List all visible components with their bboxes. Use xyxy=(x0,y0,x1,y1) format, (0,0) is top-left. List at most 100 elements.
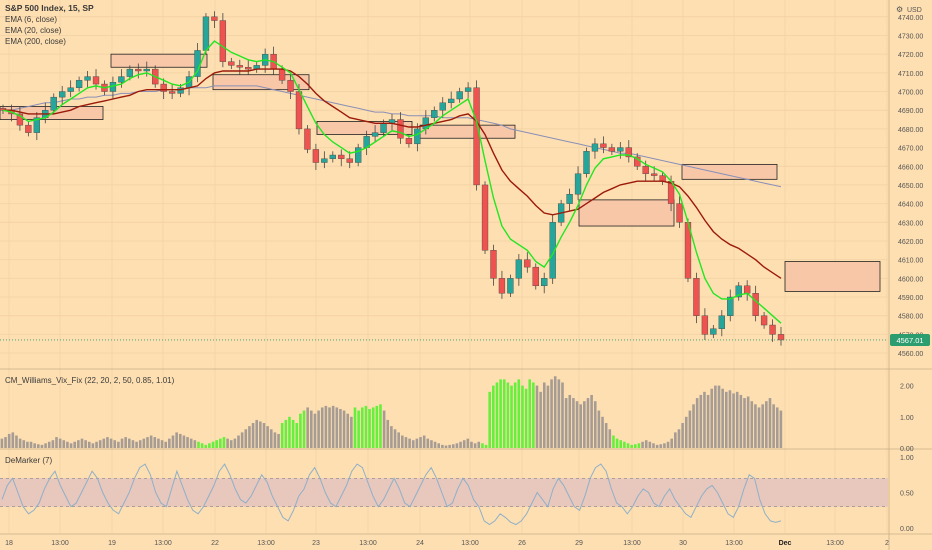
vix-bar xyxy=(550,379,553,448)
vix-bar xyxy=(22,440,26,448)
vix-bar xyxy=(350,416,353,448)
vix-bar xyxy=(706,394,710,448)
time-tick-label: 13:00 xyxy=(826,540,844,547)
demarker-axis[interactable]: 0.00 0.50 1.00 xyxy=(900,455,914,533)
vix-bar-alert xyxy=(284,419,288,448)
vix-bar xyxy=(564,398,568,448)
vix-bar xyxy=(608,429,612,448)
vix-bar-alert xyxy=(299,413,302,448)
candle-up xyxy=(456,91,463,100)
candle-up xyxy=(574,173,582,195)
vix-bar xyxy=(58,438,62,448)
vix-bar-alert xyxy=(211,441,215,448)
zone-box xyxy=(681,163,778,180)
vix-legend[interactable]: CM_Williams_Vix_Fix (22, 20, 2, 50, 0.85… xyxy=(5,376,175,385)
vix-bar xyxy=(444,445,448,448)
legend-ema6[interactable]: EMA (6, close) xyxy=(5,15,58,24)
candle-up xyxy=(439,102,446,111)
vix-bar xyxy=(757,407,761,448)
vix-bar-alert xyxy=(295,423,299,448)
vix-bar xyxy=(310,410,313,448)
vix-bar xyxy=(77,440,80,448)
candle-up xyxy=(431,110,438,118)
vix-bar xyxy=(87,441,91,448)
vix-axis[interactable]: 0.00 1.00 2.00 xyxy=(900,384,914,453)
vix-bar xyxy=(393,429,397,448)
vix-bar xyxy=(601,416,604,448)
price-tick-label: 4600.00 xyxy=(898,276,923,283)
candle-down xyxy=(600,143,607,148)
vix-bar-alert xyxy=(623,441,626,448)
vix-bar xyxy=(411,440,415,448)
candle-down xyxy=(481,184,489,251)
candle-down xyxy=(608,147,616,152)
candle-down xyxy=(676,203,683,223)
price-tick-label: 4610.00 xyxy=(898,258,923,265)
candle-up xyxy=(59,91,66,98)
candle-down xyxy=(135,68,142,72)
price-axis[interactable]: 4560.004570.004580.004590.004600.004610.… xyxy=(898,15,923,358)
price-tick-label: 4700.00 xyxy=(898,90,923,97)
time-tick-label: 23 xyxy=(312,540,320,547)
vix-bar xyxy=(597,410,601,448)
vix-bar xyxy=(583,401,586,448)
vix-bar xyxy=(313,413,317,448)
candle-up xyxy=(126,68,134,77)
vix-bar xyxy=(714,385,717,448)
candle-up xyxy=(507,278,514,294)
vix-bar xyxy=(189,438,193,448)
candle-up xyxy=(566,194,573,204)
settings-icon[interactable]: ⚙ xyxy=(896,5,903,14)
candle-down xyxy=(701,315,709,335)
candle-down xyxy=(92,76,100,85)
vix-bar-alert xyxy=(633,444,637,448)
candle-down xyxy=(236,65,243,68)
zone-box xyxy=(578,199,675,227)
vix-bar xyxy=(40,444,44,448)
candle-up xyxy=(321,158,328,163)
demarker-path xyxy=(1,463,782,526)
legend-ema200[interactable]: EMA (200, close) xyxy=(5,37,66,46)
last-price-tag-box xyxy=(890,333,930,346)
legend-ema20[interactable]: EMA (20, close) xyxy=(5,26,62,35)
vix-bar-alert xyxy=(517,379,521,448)
vix-bar xyxy=(73,441,77,448)
vix-bar xyxy=(470,441,473,448)
vix-bar-alert xyxy=(368,409,371,448)
vix-bar xyxy=(593,401,597,448)
candle-up xyxy=(583,151,590,174)
demarker-legend[interactable]: DeMarker (7) xyxy=(5,456,53,465)
vix-bar xyxy=(186,437,189,448)
price-tick-label: 4630.00 xyxy=(898,220,923,227)
last-price-tag: 4567.01 xyxy=(890,333,930,346)
vix-bar xyxy=(459,441,462,448)
vix-bar xyxy=(120,438,124,448)
time-tick-label: 13:00 xyxy=(257,540,275,547)
vix-bar xyxy=(772,404,775,448)
symbol-title[interactable]: S&P 500 Index, 15, SP xyxy=(5,3,94,13)
vix-bar xyxy=(466,438,470,448)
vix-bar xyxy=(768,398,772,448)
vix-bar xyxy=(441,444,444,448)
vix-bar xyxy=(390,426,393,448)
vix-bar-alert xyxy=(353,407,357,448)
vix-bar xyxy=(146,437,149,448)
price-tick-label: 4740.00 xyxy=(898,15,923,22)
vix-bar xyxy=(138,440,142,448)
candle-up xyxy=(591,143,599,152)
time-tick-label: 13:00 xyxy=(359,540,377,547)
vix-bar-alert xyxy=(200,443,204,448)
time-axis[interactable]: 18 13:00 19 13:00 22 13:00 23 13:00 24 13:00 26 29 1… xyxy=(5,540,889,547)
vix-bar xyxy=(331,405,335,448)
vix-bar xyxy=(47,441,51,448)
vix-bar xyxy=(652,443,655,448)
price-tick-label: 4720.00 xyxy=(898,52,923,59)
candle-up xyxy=(710,328,717,335)
vix-bar-alert xyxy=(357,410,360,448)
vix-bar-alert xyxy=(484,444,488,448)
candle-down xyxy=(752,293,759,316)
time-tick-label: 29 xyxy=(575,540,583,547)
ema-20-path xyxy=(3,68,782,279)
vix-bar xyxy=(26,441,29,448)
